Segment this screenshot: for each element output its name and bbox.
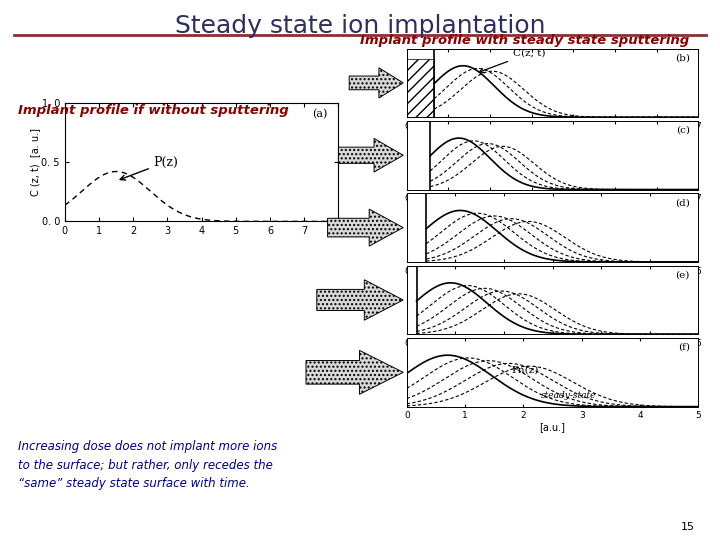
Text: P(z): P(z) xyxy=(120,156,179,180)
Text: Increasing dose does not implant more ions
to the surface; but rather, only rece: Increasing dose does not implant more io… xyxy=(18,440,277,490)
Text: C(z, t): C(z, t) xyxy=(480,49,546,72)
Text: (e): (e) xyxy=(675,271,690,280)
Text: 15: 15 xyxy=(681,522,695,532)
Text: Implant profile if without sputtering: Implant profile if without sputtering xyxy=(18,104,289,117)
Text: steady-state: steady-state xyxy=(541,391,596,400)
Y-axis label: C (z, t)  [a. u.]: C (z, t) [a. u.] xyxy=(30,128,40,196)
X-axis label: [a.u.]: [a.u.] xyxy=(539,422,566,432)
Text: (b): (b) xyxy=(675,53,690,63)
Text: (c): (c) xyxy=(675,126,690,135)
Text: Steady state ion implantation: Steady state ion implantation xyxy=(175,14,545,37)
Text: (d): (d) xyxy=(675,198,690,207)
Text: (f): (f) xyxy=(678,343,690,352)
Text: (a): (a) xyxy=(312,109,328,119)
Text: Pn(z): Pn(z) xyxy=(512,366,539,374)
Text: Implant profile with steady state sputtering: Implant profile with steady state sputte… xyxy=(360,34,689,47)
